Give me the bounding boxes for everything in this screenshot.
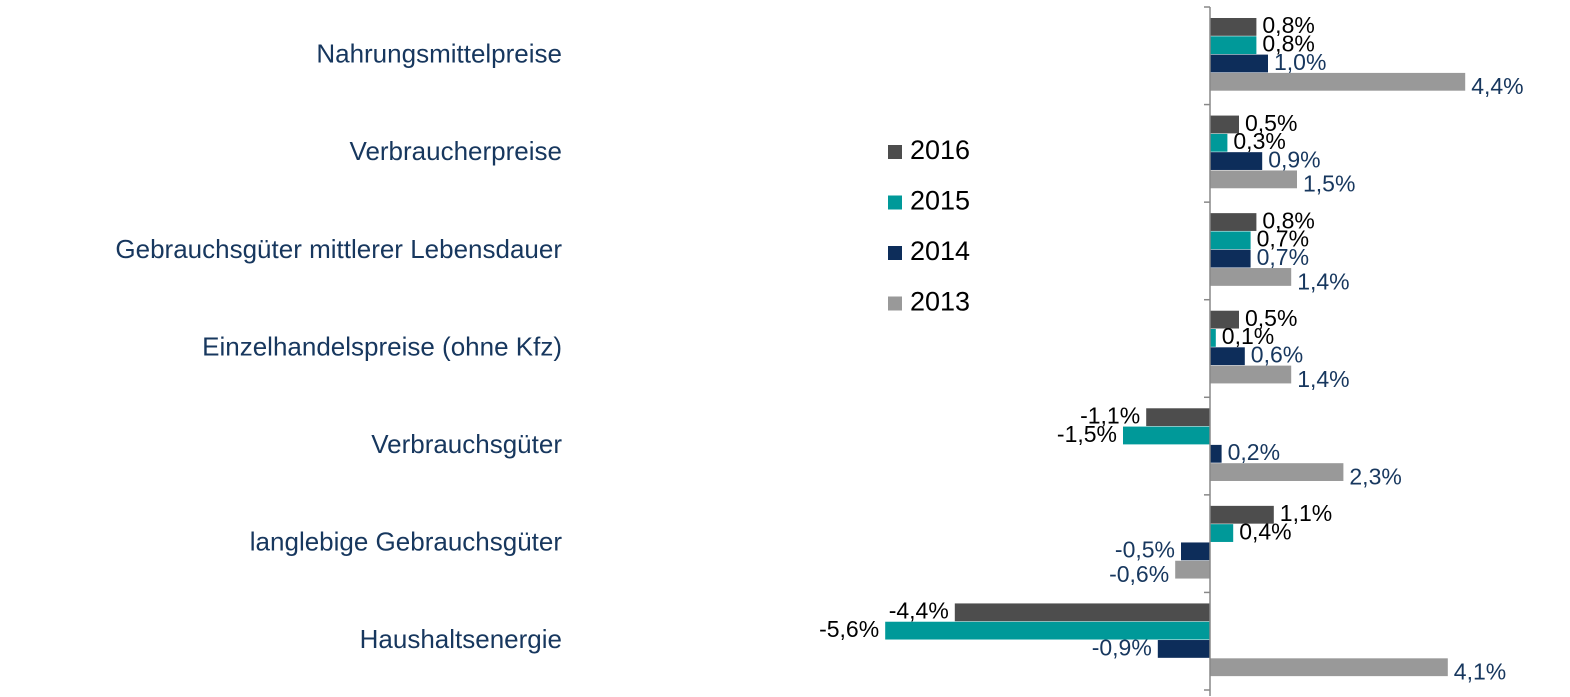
legend-label: 2014 xyxy=(910,236,970,266)
legend-swatch xyxy=(888,145,902,159)
category-label: Verbrauchsgüter xyxy=(371,429,562,459)
category-label: Haushaltsenergie xyxy=(360,624,562,654)
value-label: 0,5% xyxy=(1245,110,1297,136)
value-label: 0,5% xyxy=(1245,305,1297,331)
category-label: Nahrungsmittelpreise xyxy=(316,39,562,69)
value-label: -0,5% xyxy=(1115,537,1175,563)
bar xyxy=(1210,54,1268,73)
bar xyxy=(1123,426,1210,445)
bar xyxy=(885,621,1210,640)
value-label: 0,9% xyxy=(1268,146,1320,172)
value-label: 0,3% xyxy=(1233,128,1285,154)
bar xyxy=(1210,231,1251,250)
value-label: 4,1% xyxy=(1454,659,1506,685)
bar xyxy=(1210,72,1466,91)
value-label: -5,6% xyxy=(819,616,879,642)
value-label: 0,6% xyxy=(1251,342,1303,368)
value-label: 0,7% xyxy=(1257,244,1309,270)
value-label: 0,2% xyxy=(1228,439,1280,465)
value-label: 1,5% xyxy=(1303,171,1355,197)
bar xyxy=(1210,133,1228,152)
bar xyxy=(1175,560,1210,579)
value-label: 1,4% xyxy=(1297,268,1349,294)
bar xyxy=(1210,18,1257,36)
bar xyxy=(1210,658,1448,677)
bar xyxy=(1210,213,1257,231)
bar xyxy=(1181,542,1210,561)
bar xyxy=(1210,115,1239,134)
legend-swatch xyxy=(888,246,902,260)
bar xyxy=(1210,463,1344,481)
category-label: Gebrauchsgüter mittlerer Lebensdauer xyxy=(115,234,562,264)
category-label: langlebige Gebrauchsgüter xyxy=(250,527,563,557)
bar xyxy=(1210,524,1234,542)
value-label: 1,4% xyxy=(1297,366,1349,392)
value-label: 0,8% xyxy=(1262,12,1314,38)
bar xyxy=(1210,347,1245,366)
value-label: 1,0% xyxy=(1274,49,1326,75)
legend-swatch xyxy=(888,296,902,311)
category-label: Verbraucherpreise xyxy=(350,136,562,166)
bar xyxy=(1210,268,1292,286)
legend-label: 2015 xyxy=(910,186,970,216)
value-label: 0,8% xyxy=(1262,31,1314,57)
bar xyxy=(1210,365,1292,384)
value-label: -0,6% xyxy=(1109,561,1169,587)
legend-label: 2013 xyxy=(910,287,970,317)
value-label: 0,1% xyxy=(1222,323,1274,349)
bar xyxy=(1210,36,1257,55)
legend-label: 2016 xyxy=(910,135,970,165)
bar xyxy=(954,603,1210,622)
value-label: 0,4% xyxy=(1239,518,1291,544)
bar xyxy=(1157,640,1210,658)
value-label: 0,8% xyxy=(1262,207,1314,233)
legend-swatch xyxy=(888,195,902,210)
category-label: Einzelhandelspreise (ohne Kfz) xyxy=(202,331,562,361)
value-label: 2,3% xyxy=(1349,463,1401,489)
value-label: -0,9% xyxy=(1092,634,1152,660)
bar xyxy=(1210,170,1297,189)
bar xyxy=(1210,249,1251,268)
bar xyxy=(1210,152,1263,170)
bar xyxy=(1210,505,1274,524)
value-label: 1,1% xyxy=(1280,500,1332,526)
value-label: -4,4% xyxy=(889,598,949,624)
value-label: -1,1% xyxy=(1080,403,1140,429)
bar xyxy=(1210,444,1222,463)
bar xyxy=(1210,310,1239,329)
bar xyxy=(1146,408,1210,427)
bar xyxy=(1210,329,1216,347)
value-label: 0,7% xyxy=(1257,226,1309,252)
value-label: -1,5% xyxy=(1057,421,1117,447)
value-label: 4,4% xyxy=(1471,73,1523,99)
